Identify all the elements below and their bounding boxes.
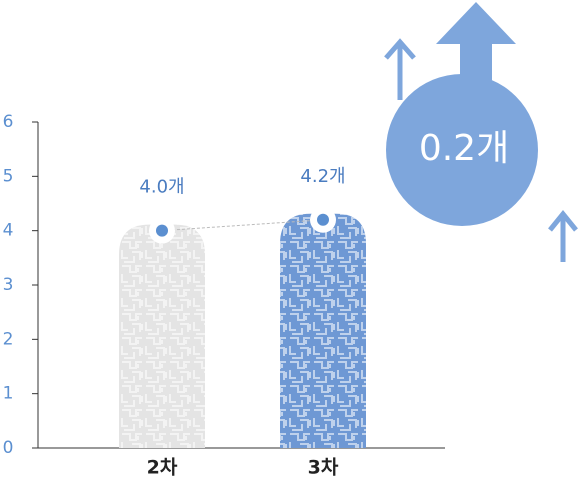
connector — [161, 219, 324, 232]
value-label: 4.2개 — [300, 166, 345, 187]
marker — [156, 224, 168, 237]
bar — [280, 213, 366, 448]
arrow-decoration — [384, 2, 578, 262]
y-tick-label: 6 — [3, 112, 14, 132]
y-tick-label: 2 — [3, 329, 14, 349]
annotation: 0.2개 — [419, 128, 509, 169]
y-tick-label: 1 — [3, 384, 14, 404]
value-label: 4.0개 — [139, 177, 184, 198]
x-tick-label: 2차 — [147, 457, 178, 479]
y-tick-label: 3 — [3, 275, 14, 295]
y-tick-label: 5 — [3, 166, 14, 186]
y-tick-label: 4 — [3, 221, 14, 241]
bar — [119, 224, 205, 448]
marker — [317, 213, 329, 226]
x-tick-label: 3차 — [308, 457, 339, 479]
y-tick-label: 0 — [3, 438, 14, 458]
